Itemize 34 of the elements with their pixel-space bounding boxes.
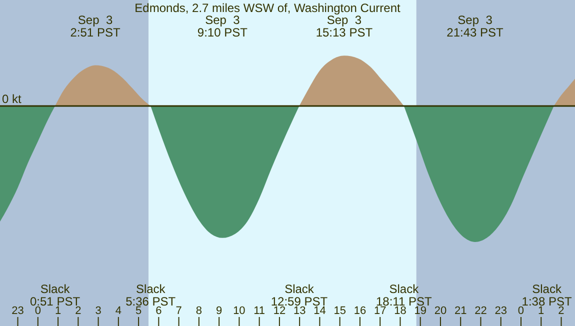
x-tick-label: 1 bbox=[54, 305, 62, 317]
text: Sep 3 21:43 PST bbox=[446, 13, 504, 40]
text: Sep 3 15:13 PST bbox=[316, 13, 374, 40]
x-tick-label: 17 bbox=[374, 305, 386, 317]
chart-title: Edmonds, 2.7 miles WSW of, Washington Current bbox=[134, 1, 401, 15]
x-tick-label: 20 bbox=[434, 305, 447, 317]
x-tick-label: 15 bbox=[334, 305, 346, 317]
x-tick-label: 3 bbox=[95, 305, 102, 317]
x-tick-label: 19 bbox=[414, 305, 426, 317]
text: Sep 3 9:10 PST bbox=[197, 13, 248, 40]
x-tick-label: 0 bbox=[34, 305, 41, 317]
x-tick-label: 23 bbox=[12, 305, 24, 317]
x-tick-label: 9 bbox=[216, 305, 222, 317]
x-tick-label: 12 bbox=[273, 305, 286, 317]
x-tick-label: 5 bbox=[135, 305, 142, 317]
ref-line-label: 0 kt bbox=[2, 92, 22, 106]
text: Sep 3 2:51 PST bbox=[70, 13, 121, 40]
x-tick-label: 13 bbox=[293, 305, 306, 317]
x-tick-label: 23 bbox=[494, 305, 507, 317]
x-tick-label: 8 bbox=[196, 305, 202, 317]
x-tick-label: 7 bbox=[176, 305, 182, 317]
x-tick-label: 14 bbox=[314, 305, 326, 317]
x-tick-label: 0 bbox=[518, 305, 524, 317]
x-tick-label: 6 bbox=[156, 305, 162, 317]
x-tick-label: 11 bbox=[254, 305, 266, 317]
x-tick-label: 18 bbox=[394, 305, 406, 317]
x-tick-label: 1 bbox=[538, 305, 544, 317]
x-tick-label: 21 bbox=[454, 305, 467, 317]
x-tick-label: 4 bbox=[115, 305, 122, 317]
x-tick-label: 22 bbox=[474, 305, 487, 317]
x-tick-label: 2 bbox=[558, 305, 564, 317]
x-tick-label: 2 bbox=[75, 305, 82, 317]
x-tick-label: 10 bbox=[233, 305, 246, 317]
x-tick-label: 16 bbox=[354, 305, 366, 317]
